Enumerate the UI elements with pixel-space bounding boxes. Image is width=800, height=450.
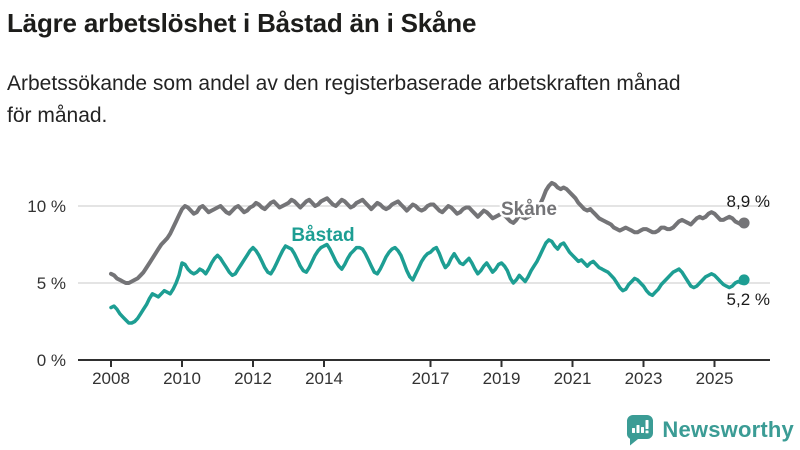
page-title: Lägre arbetslöshet i Båstad än i Skåne [7,8,477,38]
x-tick-label: 2008 [92,369,130,388]
brand-name: Newsworthy [662,417,794,442]
y-tick-label: 10 % [27,197,66,216]
subtitle-line-1: Arbetssökande som andel av den registerb… [7,72,681,95]
series-end-value-skane: 8,9 % [727,192,770,211]
series-label-skane: Skåne [501,199,557,220]
x-tick-label: 2023 [625,369,663,388]
series-end-dot-bastad [738,274,750,286]
series-end-value-bastad: 5,2 % [727,290,770,309]
subtitle-line-2: för månad. [7,104,108,127]
brand-footer: Newsworthy [626,414,794,446]
x-tick-label: 2014 [305,369,343,388]
x-tick-label: 2021 [554,369,592,388]
x-tick-label: 2010 [163,369,201,388]
series-line-bastad [109,238,746,325]
y-tick-label: 5 % [37,274,66,293]
x-tick-label: 2017 [412,369,450,388]
x-tick-label: 2019 [483,369,521,388]
series-label-bastad: Båstad [291,225,354,246]
x-tick-label: 2025 [696,369,734,388]
series-end-dot-skane [738,217,750,229]
y-tick-label: 0 % [37,351,66,370]
bar-chart-speech-bubble-icon [627,415,654,446]
series-line-skane [109,180,747,285]
x-tick-label: 2012 [234,369,272,388]
